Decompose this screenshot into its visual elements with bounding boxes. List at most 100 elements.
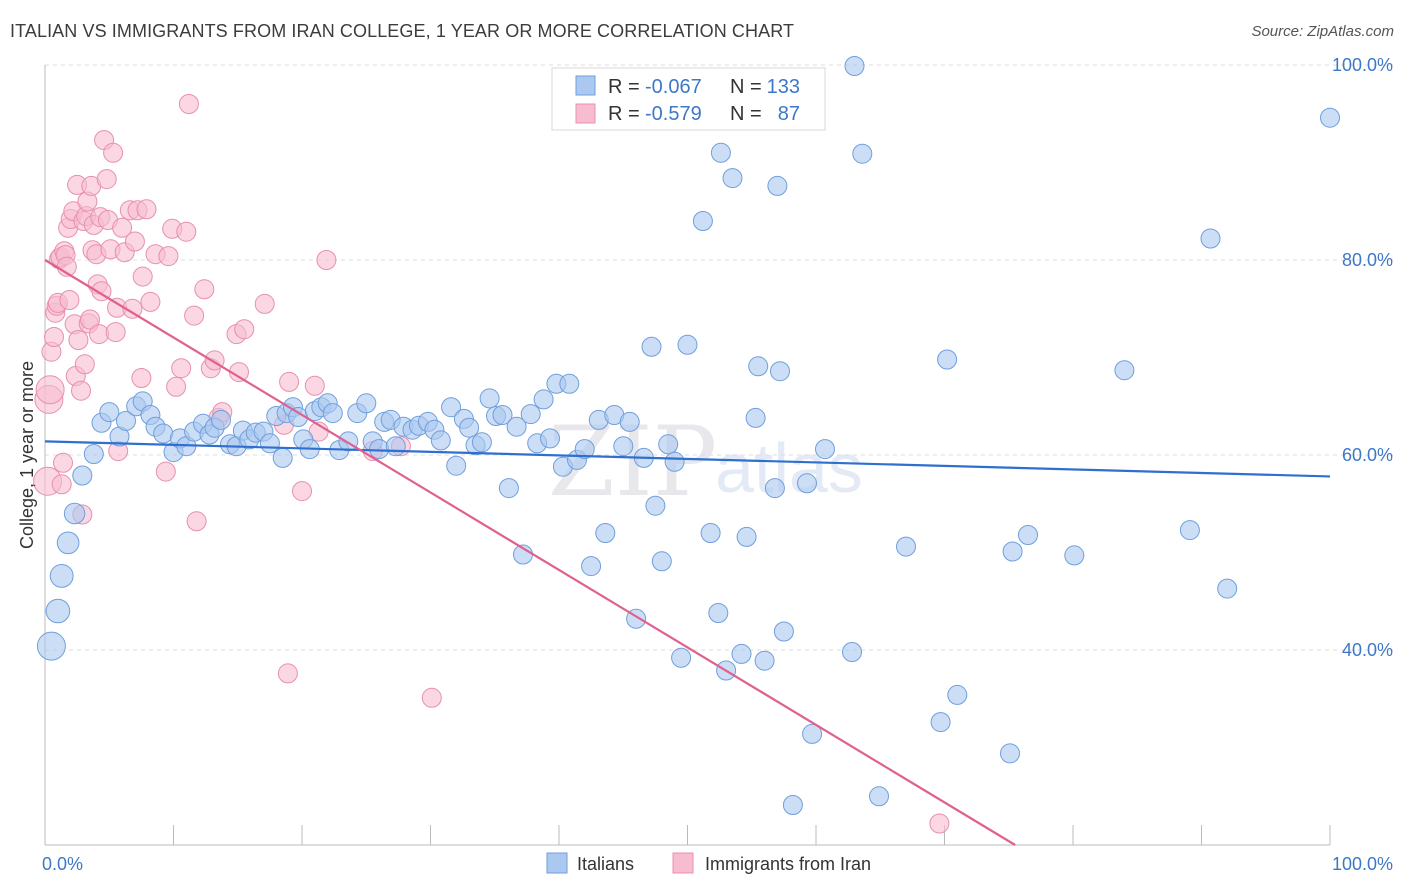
italians-point-102 — [748, 356, 769, 377]
legend-n-label-1: N = — [730, 76, 762, 98]
italians-point-6 — [83, 444, 104, 464]
iran-point-79 — [292, 481, 312, 502]
italians-point-60 — [459, 417, 480, 438]
iran-point-16 — [59, 290, 80, 310]
iran-point-30 — [80, 309, 100, 330]
legend-n-value-2: 87 — [778, 103, 800, 125]
legend-r-label-1: R = — [608, 76, 640, 98]
iran-point-56 — [140, 291, 161, 312]
italians-point-120 — [1002, 541, 1023, 562]
iran-point-23 — [71, 380, 91, 401]
iran-point-53 — [131, 368, 152, 388]
italians-point-119 — [1000, 743, 1020, 764]
italians-point-45 — [356, 393, 377, 414]
x-tick-labels: 0.0% 100.0% — [42, 854, 1393, 874]
italians-point-78 — [581, 556, 602, 577]
italians-point-100 — [736, 526, 757, 547]
iran-point-59 — [158, 246, 179, 267]
y-tick-label-1: 60.0% — [1342, 445, 1393, 465]
iran-series-points — [33, 94, 950, 834]
correlation-legend: R = -0.067 N = 133 R = -0.579 N = 87 — [551, 67, 826, 131]
italians-point-57 — [441, 397, 462, 418]
iran-point-47 — [112, 217, 133, 238]
watermark-atlas: atlas — [715, 429, 863, 507]
y-tick-label-3: 100.0% — [1332, 55, 1393, 75]
italians-point-71 — [533, 389, 554, 410]
italians-point-103 — [754, 650, 775, 671]
iran-point-65 — [184, 305, 205, 326]
italians-point-127 — [1320, 107, 1340, 128]
iran-point-10 — [51, 474, 72, 495]
italians-point-110 — [802, 723, 823, 744]
series-legend-swatch-iran — [672, 852, 694, 874]
italians-trend-line — [44, 440, 1331, 478]
legend-n-value-1: 133 — [767, 76, 800, 98]
legend-r-value-1: -0.067 — [645, 76, 702, 98]
italians-point-117 — [937, 349, 958, 370]
y-tick-label-0: 40.0% — [1342, 640, 1393, 660]
chart-source: Source: ZipAtlas.com — [1251, 23, 1394, 40]
italians-point-75 — [559, 373, 580, 394]
italians-point-8 — [99, 402, 120, 423]
italians-point-115 — [896, 536, 916, 557]
italians-point-104 — [764, 478, 785, 499]
italians-point-80 — [595, 523, 616, 543]
iran-point-85 — [421, 687, 442, 708]
italians-point-87 — [645, 495, 666, 516]
chart-title: ITALIAN VS IMMIGRANTS FROM IRAN COLLEGE,… — [10, 21, 795, 41]
iran-point-55 — [136, 199, 157, 220]
italians-point-41 — [322, 403, 343, 424]
italians-point-126 — [1217, 578, 1238, 599]
italians-point-69 — [520, 404, 541, 425]
italians-point-82 — [613, 436, 634, 457]
grid-lines — [45, 64, 1395, 651]
italians-point-47 — [369, 439, 390, 460]
iran-point-11 — [53, 452, 73, 473]
italians-point-30 — [259, 433, 280, 454]
series-legend: Italians Immigrants from Iran — [546, 852, 871, 874]
y-axis-title: College, 1 year or more — [17, 361, 37, 549]
x-tick-label-1: 100.0% — [1332, 854, 1393, 874]
x-tick-label-0: 0.0% — [42, 854, 83, 874]
iran-point-43 — [103, 142, 124, 163]
trend-lines — [44, 259, 1331, 846]
iran-point-64 — [178, 94, 199, 114]
iran-point-62 — [171, 358, 192, 379]
italians-point-67 — [506, 416, 527, 437]
italians-point-99 — [731, 643, 752, 664]
italians-point-111 — [815, 439, 835, 460]
italians-point-113 — [852, 143, 873, 164]
italians-point-106 — [770, 361, 790, 382]
italians-point-62 — [471, 432, 492, 453]
italians-point-4 — [63, 502, 86, 525]
italians-point-15 — [153, 423, 174, 444]
italians-point-116 — [930, 712, 951, 733]
italians-point-101 — [745, 407, 766, 428]
iran-point-51 — [124, 231, 145, 252]
iran-point-77 — [277, 663, 298, 684]
iran-point-74 — [234, 319, 255, 340]
iran-point-75 — [254, 293, 275, 314]
iran-point-22 — [68, 330, 89, 350]
legend-r-value-2: -0.579 — [645, 103, 702, 125]
italians-point-107 — [773, 621, 794, 642]
series-legend-swatch-italians — [546, 852, 568, 874]
italians-point-23 — [211, 409, 231, 430]
iran-point-26 — [74, 354, 95, 375]
italians-point-72 — [540, 428, 560, 449]
italians-point-92 — [677, 334, 698, 355]
iran-point-86 — [929, 813, 950, 834]
italians-point-122 — [1064, 545, 1085, 566]
iran-point-67 — [194, 279, 215, 300]
iran-point-36 — [89, 324, 109, 345]
series-legend-label-italians: Italians — [577, 854, 634, 874]
italians-point-90 — [664, 451, 685, 472]
iran-point-63 — [176, 221, 197, 242]
y-tick-label-2: 80.0% — [1342, 250, 1393, 270]
legend-frame — [551, 67, 826, 131]
italians-point-125 — [1200, 228, 1221, 249]
italians-point-123 — [1114, 360, 1135, 381]
italians-point-88 — [651, 551, 672, 572]
iran-trend-line — [44, 259, 1016, 846]
